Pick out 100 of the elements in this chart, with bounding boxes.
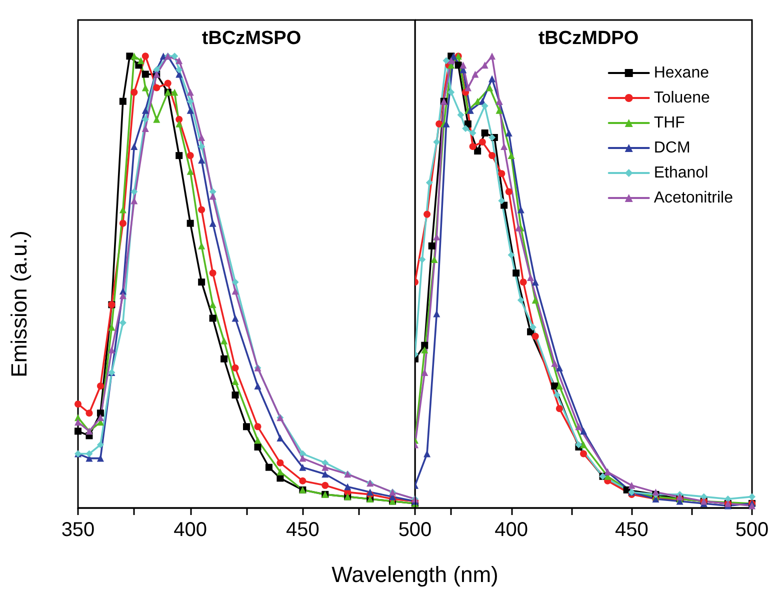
x-tick-label: 450 — [286, 519, 320, 541]
point — [137, 57, 144, 64]
point — [130, 188, 138, 196]
point — [299, 477, 306, 484]
point — [276, 459, 284, 466]
point — [176, 120, 183, 128]
point — [142, 116, 149, 123]
point — [176, 66, 183, 74]
point — [724, 495, 732, 502]
point — [276, 468, 284, 476]
point — [556, 382, 563, 390]
point — [527, 274, 534, 282]
point — [142, 106, 149, 114]
point — [142, 84, 149, 92]
x-tick-label: 500 — [398, 519, 432, 541]
point — [462, 124, 470, 132]
point — [748, 493, 756, 500]
legend-label: Acetonitrile — [654, 190, 734, 206]
point — [488, 75, 496, 82]
point — [580, 441, 587, 448]
legend-label: Hexane — [654, 64, 710, 82]
point — [142, 70, 149, 78]
point — [130, 197, 138, 204]
point — [186, 220, 194, 227]
y-axis-title: Emission (a.u.) — [6, 230, 32, 378]
point — [464, 84, 472, 92]
point — [512, 270, 520, 277]
point — [433, 138, 440, 146]
point — [421, 346, 428, 354]
point — [186, 88, 194, 96]
point — [220, 337, 228, 344]
point — [74, 418, 82, 426]
point — [478, 138, 486, 146]
point — [96, 441, 104, 448]
legend-label: Toluene — [654, 90, 710, 106]
point — [428, 242, 436, 250]
x-axis-title: Wavelength (nm) — [330, 562, 500, 588]
point — [488, 52, 496, 60]
point — [119, 98, 126, 105]
point — [481, 102, 488, 110]
point — [198, 206, 206, 214]
point — [508, 251, 515, 258]
point — [142, 124, 149, 132]
point — [119, 292, 126, 300]
point — [86, 410, 93, 417]
point — [496, 106, 503, 114]
point — [176, 116, 183, 123]
point — [186, 98, 194, 105]
point — [96, 454, 104, 462]
point — [119, 319, 126, 326]
point — [243, 423, 250, 430]
chart-title: tBCzMDPO — [538, 28, 639, 49]
point — [130, 52, 138, 60]
point — [580, 450, 587, 458]
point — [344, 483, 352, 490]
point — [265, 464, 272, 471]
point — [498, 170, 506, 178]
point — [551, 382, 558, 390]
point — [322, 482, 329, 489]
point — [186, 106, 194, 114]
x-tick-label: 500 — [735, 519, 769, 541]
point — [466, 106, 474, 114]
legend-label: THF — [654, 114, 686, 132]
point — [500, 202, 508, 209]
point — [448, 88, 455, 96]
point — [232, 288, 239, 295]
point — [481, 62, 488, 69]
point — [108, 324, 116, 331]
point — [505, 129, 512, 136]
point — [575, 441, 582, 448]
point — [700, 493, 708, 500]
point — [86, 450, 93, 458]
point — [575, 423, 582, 430]
point — [469, 143, 476, 150]
point — [209, 314, 216, 322]
point — [532, 296, 539, 304]
point — [130, 143, 138, 150]
point — [119, 220, 126, 227]
point — [232, 364, 239, 372]
point — [517, 206, 524, 214]
point — [171, 52, 178, 60]
point — [254, 436, 262, 444]
point — [457, 111, 464, 118]
chart-title: tBCzMSPO — [202, 28, 302, 49]
point — [322, 470, 329, 478]
point — [322, 464, 329, 471]
point — [436, 120, 443, 128]
point — [198, 143, 206, 150]
point — [254, 444, 262, 450]
point — [130, 88, 138, 96]
point — [254, 382, 262, 390]
point — [505, 188, 512, 196]
point — [176, 57, 183, 64]
point — [532, 278, 539, 286]
point — [198, 242, 206, 250]
point — [232, 392, 239, 399]
legend-label: Ethanol — [654, 164, 708, 182]
point — [220, 355, 228, 362]
point — [551, 360, 558, 367]
point — [209, 301, 216, 308]
